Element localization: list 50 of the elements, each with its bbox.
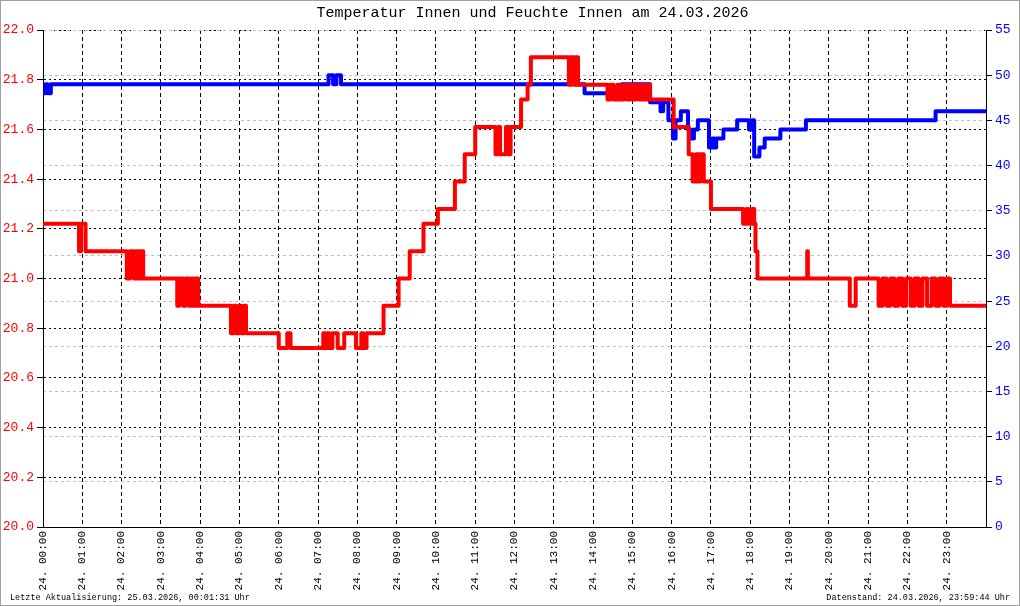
x-tick-label: 24. 07:00 <box>311 531 324 591</box>
y-tick-label: 21.2 <box>2 221 34 237</box>
x-tick-label: 24. 04:00 <box>194 531 207 591</box>
x-tick-label: 24. 18:00 <box>744 531 757 591</box>
chart-title: Temperatur Innen und Feuchte Innen am 24.03.2026 <box>316 5 749 22</box>
y2-tick-label: 15 <box>995 383 1011 399</box>
x-tick-label: 24. 02:00 <box>115 531 128 591</box>
x-tick-label: 24. 16:00 <box>665 531 678 591</box>
x-tick-label: 24. 15:00 <box>626 531 639 591</box>
y-tick-label: 20.2 <box>2 469 34 485</box>
text: Datenstand: 24.03.2026, 23:59:44 Uhr <box>826 593 1010 604</box>
text: Letzte Aktualisierung: 25.03.2026, 00:01:31 Uhr <box>10 593 250 604</box>
x-tick-label: 24. 10:00 <box>429 531 442 591</box>
y-tick-label: 20.4 <box>2 420 35 436</box>
x-tick-label: 24. 17:00 <box>704 531 717 591</box>
y2-tick-label: 50 <box>995 67 1011 83</box>
y-tick-label: 20.0 <box>2 519 34 535</box>
y2-tick-label: 5 <box>995 474 1003 490</box>
x-tick-label: 24. 21:00 <box>862 531 875 591</box>
x-tick-label: 24. 05:00 <box>233 531 246 591</box>
y-tick-label: 20.8 <box>2 320 34 336</box>
x-tick-label: 24. 23:00 <box>940 531 953 591</box>
y-tick-label: 21.6 <box>2 121 34 137</box>
x-tick-label: 24. 11:00 <box>469 531 482 591</box>
x-tick-label: 24. 00:00 <box>36 531 49 591</box>
y2-tick-label: 10 <box>995 429 1011 445</box>
y-tick-label: 21.8 <box>2 72 34 88</box>
x-tick-label: 24. 14:00 <box>586 531 599 591</box>
y-tick-label: 20.6 <box>2 370 34 386</box>
x-tick-label: 24. 19:00 <box>783 531 796 591</box>
x-tick-label: 24. 03:00 <box>154 531 167 591</box>
x-tick-label: 24. 12:00 <box>508 531 521 591</box>
y2-tick-label: 55 <box>995 22 1011 38</box>
x-tick-label: 24. 06:00 <box>272 531 285 591</box>
x-tick-label: 24. 09:00 <box>390 531 403 591</box>
y-tick-label: 21.0 <box>2 270 34 286</box>
y2-tick-label: 25 <box>995 293 1011 309</box>
y2-tick-label: 20 <box>995 338 1011 354</box>
x-tick-label: 24. 20:00 <box>822 531 835 591</box>
x-tick-label: 24. 08:00 <box>351 531 364 591</box>
y2-tick-label: 40 <box>995 157 1011 173</box>
y2-tick-label: 35 <box>995 203 1011 219</box>
x-tick-label: 24. 01:00 <box>76 531 89 591</box>
x-tick-label: 24. 22:00 <box>901 531 914 591</box>
y2-tick-label: 30 <box>995 248 1011 264</box>
y2-tick-label: 45 <box>995 112 1011 128</box>
y-tick-label: 21.4 <box>2 171 35 187</box>
y-tick-label: 22.0 <box>2 22 34 38</box>
y2-tick-label: 0 <box>995 519 1003 535</box>
x-tick-label: 24. 13:00 <box>547 531 560 591</box>
